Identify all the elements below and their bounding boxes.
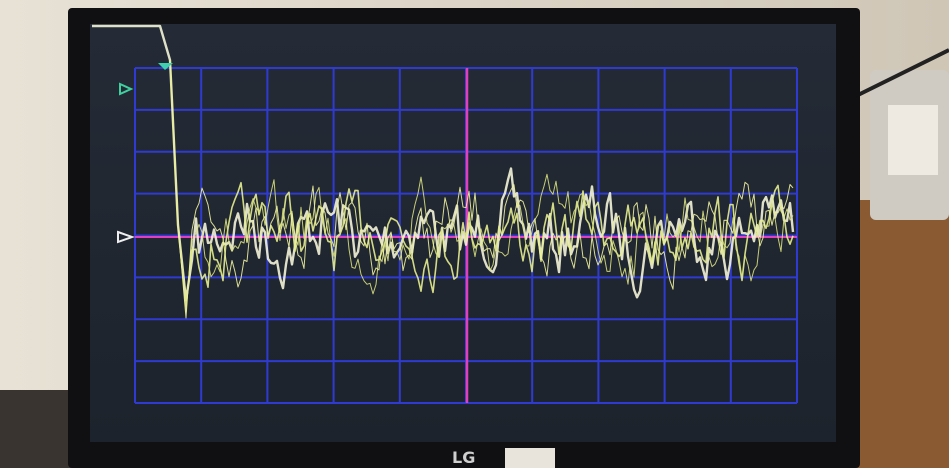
device-label xyxy=(888,105,938,175)
stand xyxy=(505,448,555,468)
brand-logo: LG xyxy=(452,448,475,467)
cabinet xyxy=(855,200,949,468)
photo: LG xyxy=(0,0,949,468)
page: LG (() => { const data = JSON.parse(docu… xyxy=(0,0,949,468)
